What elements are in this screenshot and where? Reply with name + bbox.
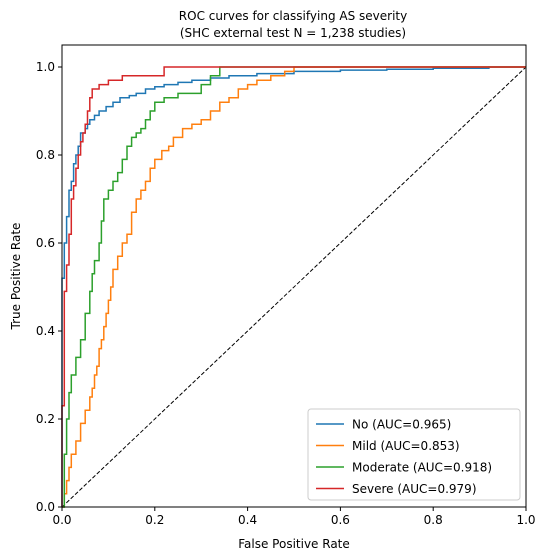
x-axis-label: False Positive Rate: [238, 537, 350, 551]
legend-label: Severe (AUC=0.979): [352, 482, 477, 496]
y-tick-label: 0.8: [36, 148, 55, 162]
legend-label: No (AUC=0.965): [352, 418, 451, 432]
chance-diagonal: [61, 66, 527, 508]
chart-title: ROC curves for classifying AS severity: [179, 9, 407, 23]
legend-label: Moderate (AUC=0.918): [352, 461, 492, 475]
y-tick-label: 0.6: [36, 236, 55, 250]
y-axis-label: True Positive Rate: [9, 223, 23, 331]
x-tick-label: 0.6: [331, 513, 350, 527]
chart-subtitle: (SHC external test N = 1,238 studies): [180, 26, 406, 40]
x-tick-label: 0.8: [424, 513, 443, 527]
y-tick-label: 0.4: [36, 324, 55, 338]
legend: No (AUC=0.965) Mild (AUC=0.853) Moderate (…: [307, 408, 521, 501]
x-tick-label: 0.0: [52, 513, 71, 527]
plot-area: [61, 44, 527, 508]
roc-curve-no: [61, 66, 526, 507]
roc-curve-moderate: [62, 66, 526, 508]
roc-curve-mild: [62, 66, 526, 508]
roc-curves: [61, 66, 527, 508]
x-tick-label: 1.0: [516, 513, 535, 527]
y-tick-label: 1.0: [36, 60, 55, 74]
legend-label: Mild (AUC=0.853): [352, 439, 460, 453]
x-axis: 0.0 0.2 0.4 0.6 0.8 1.0: [52, 507, 536, 527]
x-tick-label: 0.4: [238, 513, 257, 527]
y-axis: 0.0 0.2 0.4 0.6 0.8 1.0: [36, 60, 62, 514]
y-tick-label: 0.2: [36, 412, 55, 426]
plot-frame: [61, 44, 527, 508]
legend-box: [307, 408, 521, 501]
roc-curve-severe: [61, 66, 526, 507]
y-tick-label: 0.0: [36, 500, 55, 514]
x-tick-label: 0.2: [145, 513, 164, 527]
